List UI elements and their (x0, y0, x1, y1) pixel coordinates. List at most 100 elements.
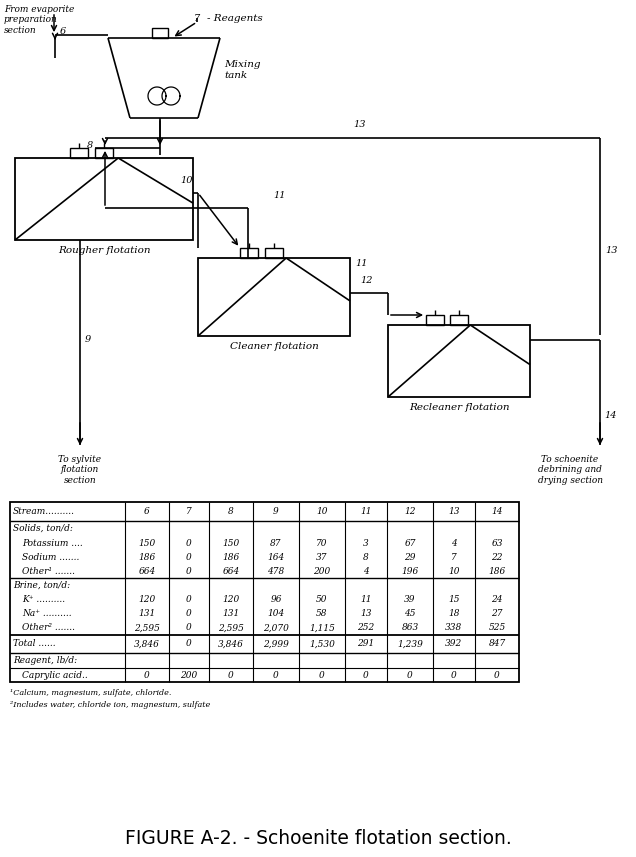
Bar (10, 502, 519, 682)
Text: 24: 24 (491, 596, 502, 604)
Text: From evaporite
preparation
section: From evaporite preparation section (4, 5, 74, 35)
Bar (240, 248, 258, 258)
Text: To schoenite
debrining and
drying section: To schoenite debrining and drying sectio… (537, 455, 602, 485)
Text: ²Includes water, chloride ion, magnesium, sulfate: ²Includes water, chloride ion, magnesium… (10, 701, 211, 709)
Bar (450, 315, 468, 325)
Text: 10: 10 (181, 176, 193, 185)
Text: 0: 0 (273, 670, 279, 680)
Text: 196: 196 (401, 566, 418, 576)
Text: 10: 10 (448, 566, 460, 576)
Text: 0: 0 (228, 670, 234, 680)
Text: 18: 18 (448, 609, 460, 619)
Text: 4: 4 (363, 566, 369, 576)
Text: ¹Calcium, magnesium, sulfate, chloride.: ¹Calcium, magnesium, sulfate, chloride. (10, 689, 171, 697)
Text: 13: 13 (360, 609, 372, 619)
Text: 8: 8 (363, 553, 369, 561)
Text: Reagent, lb/d:: Reagent, lb/d: (13, 656, 77, 665)
Text: Potassium ....: Potassium .... (22, 538, 83, 548)
Text: 6: 6 (60, 27, 66, 36)
Text: 131: 131 (223, 609, 240, 619)
Text: 664: 664 (223, 566, 240, 576)
Text: 2,595: 2,595 (134, 624, 160, 632)
Text: 0: 0 (363, 670, 369, 680)
Text: 8: 8 (228, 507, 234, 516)
Text: To sylvite
flotation
section: To sylvite flotation section (59, 455, 102, 485)
Text: 0: 0 (407, 670, 413, 680)
Text: 96: 96 (270, 596, 282, 604)
Bar (426, 315, 444, 325)
Text: 120: 120 (223, 596, 240, 604)
Text: 0: 0 (186, 553, 192, 561)
Text: 3,846: 3,846 (218, 639, 244, 649)
Text: 2,595: 2,595 (218, 624, 244, 632)
Bar (70, 148, 88, 158)
Text: 847: 847 (488, 639, 506, 649)
Text: Mixing
tank: Mixing tank (224, 60, 261, 80)
Text: 525: 525 (488, 624, 506, 632)
Text: 50: 50 (316, 596, 328, 604)
Text: 58: 58 (316, 609, 328, 619)
Text: 1,239: 1,239 (397, 639, 423, 649)
Bar (265, 248, 283, 258)
Text: 39: 39 (404, 596, 416, 604)
Text: - Reagents: - Reagents (207, 14, 263, 22)
Text: 0: 0 (451, 670, 457, 680)
Bar (152, 28, 168, 38)
Text: 200: 200 (314, 566, 331, 576)
Text: Recleaner flotation: Recleaner flotation (409, 403, 509, 412)
Text: 392: 392 (445, 639, 462, 649)
Text: 7: 7 (194, 14, 200, 22)
Text: Total ......: Total ...... (13, 639, 55, 649)
Text: 664: 664 (139, 566, 156, 576)
Text: 164: 164 (267, 553, 285, 561)
Text: 2,999: 2,999 (263, 639, 289, 649)
Text: 67: 67 (404, 538, 416, 548)
Text: 4: 4 (451, 538, 457, 548)
Text: 12: 12 (404, 507, 416, 516)
Bar (15, 158, 193, 240)
Text: 0: 0 (186, 538, 192, 548)
Text: 7: 7 (451, 553, 457, 561)
Text: 63: 63 (491, 538, 502, 548)
Text: 1,115: 1,115 (309, 624, 335, 632)
Text: 104: 104 (267, 609, 285, 619)
Text: 9: 9 (273, 507, 279, 516)
Text: 0: 0 (186, 624, 192, 632)
Text: 120: 120 (139, 596, 156, 604)
Text: 150: 150 (139, 538, 156, 548)
Text: Other² .......: Other² ....... (22, 624, 75, 632)
Text: 0: 0 (144, 670, 150, 680)
Text: Rougher flotation: Rougher flotation (58, 246, 150, 255)
Text: 2,070: 2,070 (263, 624, 289, 632)
Text: 150: 150 (223, 538, 240, 548)
Text: 22: 22 (491, 553, 502, 561)
Text: Sodium .......: Sodium ....... (22, 553, 80, 561)
Text: 29: 29 (404, 553, 416, 561)
Text: K⁺ ..........: K⁺ .......... (22, 596, 65, 604)
Text: 9: 9 (85, 335, 91, 345)
Text: 10: 10 (316, 507, 328, 516)
Text: 13: 13 (448, 507, 460, 516)
Text: 0: 0 (186, 609, 192, 619)
Text: 0: 0 (186, 596, 192, 604)
Text: 0: 0 (186, 566, 192, 576)
Text: Na⁺ ..........: Na⁺ .......... (22, 609, 72, 619)
Text: Other¹ .......: Other¹ ....... (22, 566, 75, 576)
Text: 0: 0 (494, 670, 500, 680)
Text: 0: 0 (186, 639, 192, 649)
Text: 70: 70 (316, 538, 328, 548)
Text: 37: 37 (316, 553, 328, 561)
Text: 186: 186 (488, 566, 506, 576)
Text: 6: 6 (144, 507, 150, 516)
Text: Brine, ton/d:: Brine, ton/d: (13, 581, 70, 590)
Bar (198, 258, 350, 336)
Text: 3: 3 (363, 538, 369, 548)
Text: 14: 14 (604, 411, 616, 419)
Text: 186: 186 (139, 553, 156, 561)
Text: 252: 252 (357, 624, 375, 632)
Text: 291: 291 (357, 639, 375, 649)
Text: 14: 14 (491, 507, 502, 516)
Text: 15: 15 (448, 596, 460, 604)
Text: 27: 27 (491, 609, 502, 619)
Text: 200: 200 (181, 670, 198, 680)
